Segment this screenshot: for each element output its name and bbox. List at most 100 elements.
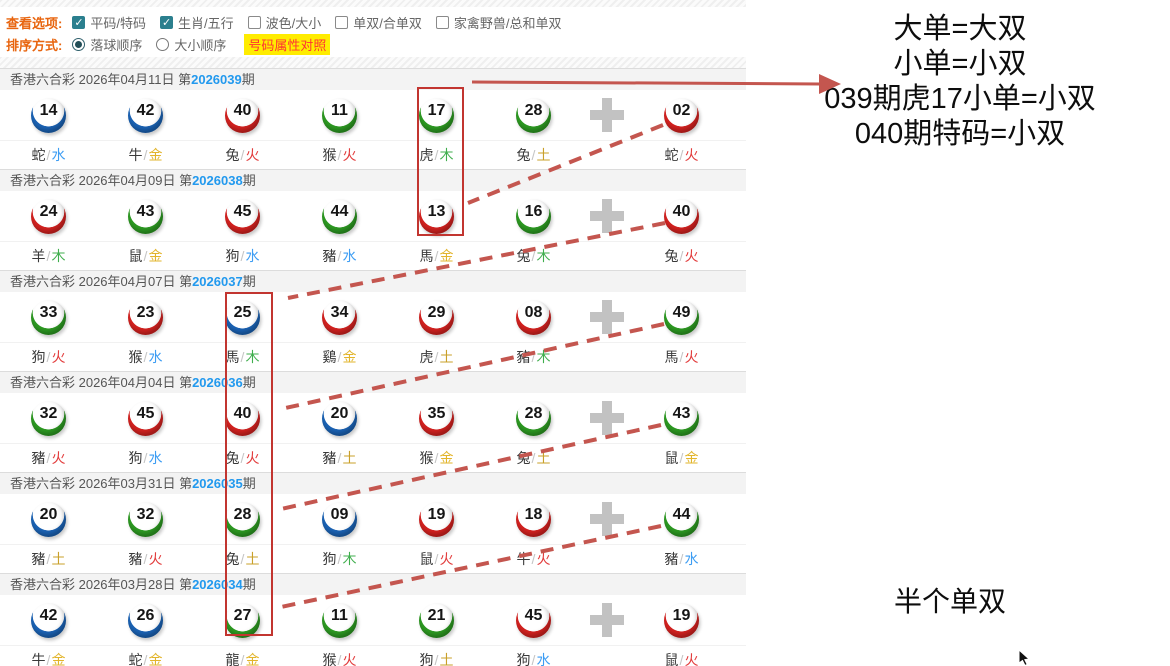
radio-icon[interactable] bbox=[72, 37, 86, 51]
zodiac-text: 豬 bbox=[322, 248, 337, 264]
ball-cell: 42 bbox=[0, 602, 97, 638]
slash-separator: / bbox=[240, 652, 245, 666]
slash-separator: / bbox=[679, 652, 684, 666]
checkbox-icon[interactable] bbox=[159, 15, 173, 29]
zodiac-text: 蛇 bbox=[128, 652, 143, 666]
lottery-ball: 09 bbox=[322, 501, 357, 537]
view-option-pingma-tema[interactable]: 平码/特码 bbox=[72, 13, 146, 32]
ball-cell: 25 bbox=[194, 299, 291, 335]
element-text: 火 bbox=[684, 652, 699, 666]
number-attribute-compare-button[interactable]: 号码属性对照 bbox=[244, 33, 331, 55]
ball-cell: 19 bbox=[388, 501, 485, 537]
lottery-ball: 17 bbox=[419, 97, 454, 133]
lottery-ball: 28 bbox=[516, 400, 551, 436]
ball-number: 44 bbox=[672, 506, 691, 523]
view-option-label: 家禽野兽/总和单双 bbox=[453, 15, 562, 31]
ball-number: 45 bbox=[233, 203, 252, 220]
mouse-cursor-icon bbox=[1018, 650, 1031, 666]
checkbox-icon[interactable] bbox=[435, 15, 449, 29]
ball-label: 鼠 / 金 bbox=[632, 448, 731, 468]
lottery-ball: 43 bbox=[664, 400, 699, 436]
annotation-line: 大单=大双 bbox=[893, 13, 1027, 45]
ball-cell: 45 bbox=[485, 602, 582, 638]
zodiac-text: 兔 bbox=[225, 450, 240, 466]
radio-icon[interactable] bbox=[156, 37, 170, 51]
element-text: 火 bbox=[245, 147, 260, 163]
ball-number: 08 bbox=[524, 304, 543, 321]
draw-title-date: 香港六合彩 2026年04月07日 第 bbox=[10, 274, 193, 289]
plus-icon bbox=[590, 502, 624, 536]
ball-label: 豬 / 火 bbox=[0, 448, 97, 468]
lottery-ball: 16 bbox=[516, 198, 551, 234]
zodiac-text: 牛 bbox=[128, 147, 143, 163]
ball-label: 馬 / 金 bbox=[388, 246, 485, 266]
draw-issue-suffix: 期 bbox=[242, 577, 256, 592]
plus-separator bbox=[582, 502, 632, 536]
view-option-shengxiao-wuxing[interactable]: 生肖/五行 bbox=[159, 13, 234, 32]
ball-number: 19 bbox=[427, 506, 446, 523]
element-text: 火 bbox=[342, 147, 357, 163]
ball-number: 40 bbox=[672, 203, 691, 220]
ball-label: 猴 / 火 bbox=[291, 650, 388, 666]
slash-separator: / bbox=[46, 551, 51, 567]
draw-issue-suffix: 期 bbox=[241, 72, 255, 87]
labels-row: 豬 / 火狗 / 水兔 / 火豬 / 土猴 / 金兔 / 土鼠 / 金 bbox=[0, 443, 746, 472]
ball-number: 29 bbox=[427, 304, 446, 321]
ball-label: 兔 / 土 bbox=[194, 549, 291, 569]
element-text: 水 bbox=[342, 248, 357, 264]
view-option-danshuang[interactable]: 单双/合单双 bbox=[335, 13, 422, 32]
ball-cell: 40 bbox=[194, 97, 291, 133]
element-text: 水 bbox=[148, 450, 163, 466]
annotation-line: 039期虎17小单=小双 bbox=[824, 83, 1096, 115]
lottery-ball: 02 bbox=[664, 97, 699, 133]
element-text: 金 bbox=[148, 147, 163, 163]
ball-cell: 27 bbox=[194, 602, 291, 638]
draw-issue-suffix: 期 bbox=[242, 476, 256, 491]
slash-separator: / bbox=[46, 450, 51, 466]
labels-row: 豬 / 土豬 / 火兔 / 土狗 / 木鼠 / 火牛 / 火豬 / 水 bbox=[0, 544, 746, 573]
draw-header: 香港六合彩 2026年03月28日 第2026034期 bbox=[0, 573, 746, 595]
ball-cell: 23 bbox=[97, 299, 194, 335]
element-text: 木 bbox=[536, 248, 551, 264]
zodiac-text: 猴 bbox=[419, 450, 434, 466]
ball-cell: 24 bbox=[0, 198, 97, 234]
ball-label: 豬 / 火 bbox=[97, 549, 194, 569]
zodiac-text: 蛇 bbox=[31, 147, 46, 163]
special-ball-cell: 43 bbox=[632, 400, 731, 436]
zodiac-text: 牛 bbox=[31, 652, 46, 666]
ball-number: 23 bbox=[136, 304, 155, 321]
lottery-ball: 45 bbox=[128, 400, 163, 436]
lottery-ball: 42 bbox=[31, 602, 66, 638]
ball-label: 狗 / 土 bbox=[388, 650, 485, 666]
zodiac-text: 鼠 bbox=[664, 450, 679, 466]
view-option-bose-daxiao[interactable]: 波色/大小 bbox=[247, 13, 321, 32]
view-option-label: 生肖/五行 bbox=[177, 15, 234, 31]
ball-label: 兔 / 火 bbox=[632, 246, 731, 266]
checkbox-icon[interactable] bbox=[335, 15, 349, 29]
draw-issue-suffix: 期 bbox=[242, 375, 256, 390]
lottery-ball: 32 bbox=[128, 501, 163, 537]
element-text: 水 bbox=[684, 551, 699, 567]
view-option-label: 平码/特码 bbox=[90, 15, 146, 31]
sort-option-drop-order[interactable]: 落球顺序 bbox=[72, 35, 142, 54]
view-option-jiaqin-yeshou[interactable]: 家禽野兽/总和单双 bbox=[435, 13, 562, 32]
checkbox-icon[interactable] bbox=[247, 15, 261, 29]
sort-option-size-order[interactable]: 大小顺序 bbox=[156, 35, 226, 54]
sort-option-label: 落球顺序 bbox=[90, 37, 143, 53]
draw-title-date: 香港六合彩 2026年03月31日 第 bbox=[10, 476, 193, 491]
ball-cell: 33 bbox=[0, 299, 97, 335]
checkbox-icon[interactable] bbox=[72, 15, 86, 29]
special-ball-cell: 49 bbox=[632, 299, 731, 335]
zodiac-text: 蛇 bbox=[664, 147, 679, 163]
ball-label: 鼠 / 金 bbox=[97, 246, 194, 266]
slash-separator: / bbox=[143, 147, 148, 163]
zodiac-text: 豬 bbox=[664, 551, 679, 567]
element-text: 土 bbox=[439, 349, 454, 365]
ball-number: 28 bbox=[233, 506, 252, 523]
ball-number: 40 bbox=[233, 405, 252, 422]
ball-label: 牛 / 金 bbox=[0, 650, 97, 666]
ball-cell: 40 bbox=[194, 400, 291, 436]
zodiac-text: 猴 bbox=[128, 349, 143, 365]
lottery-ball: 26 bbox=[128, 602, 163, 638]
